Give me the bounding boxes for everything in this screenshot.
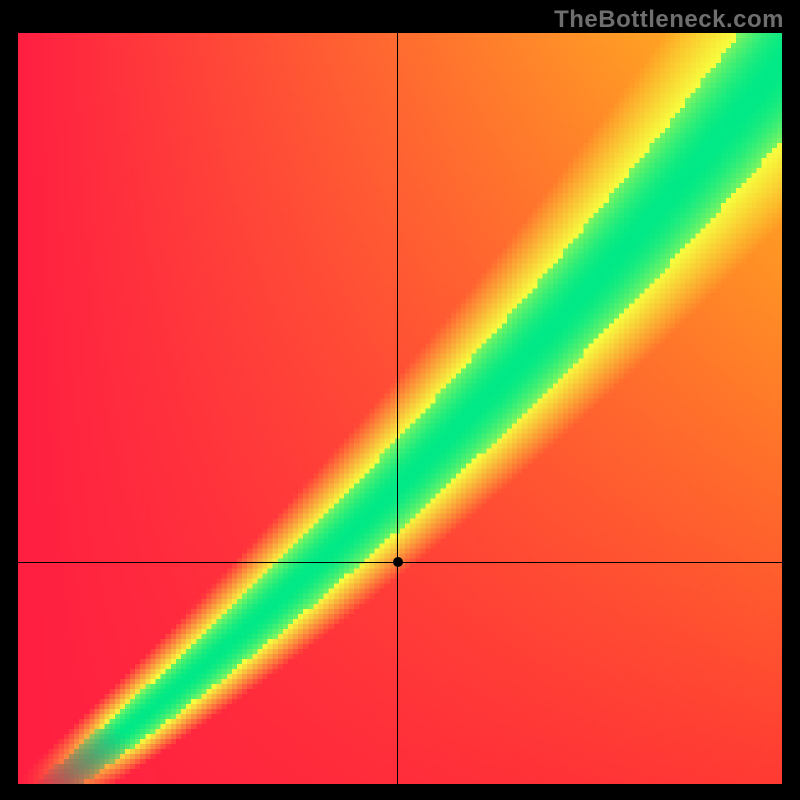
crosshair-vertical	[397, 33, 398, 784]
chart-container: TheBottleneck.com	[0, 0, 800, 800]
heatmap-canvas	[18, 33, 782, 784]
watermark-text: TheBottleneck.com	[554, 6, 784, 34]
